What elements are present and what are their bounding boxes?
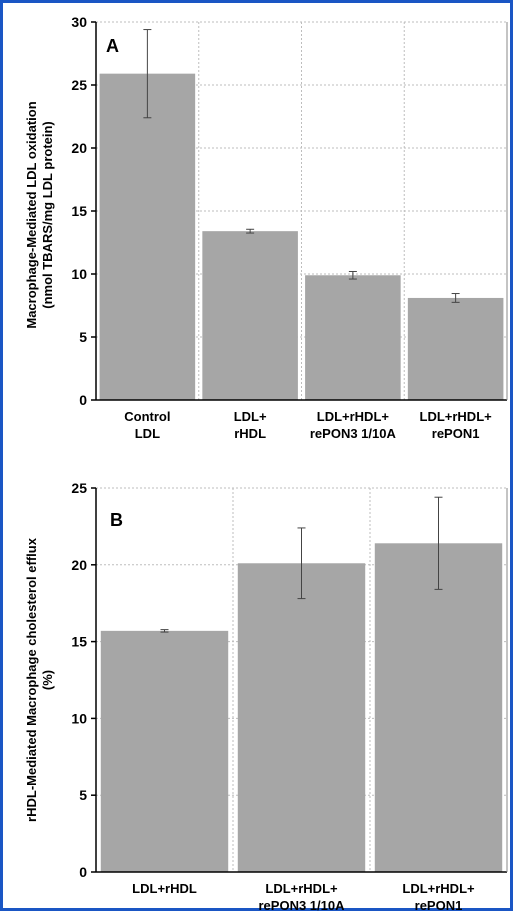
- bar: [99, 73, 196, 400]
- y-axis-label-line: (nmol TBARS/mg LDL protein): [40, 121, 55, 309]
- bar: [202, 231, 298, 400]
- bar: [374, 543, 503, 872]
- y-tick-label: 20: [71, 140, 87, 156]
- category-label: Control LDL: [124, 409, 170, 441]
- category-label-line: rePON1: [432, 426, 480, 441]
- chart-panel-b: LDL+rHDL LDL+rHDL+ rePON3 1/10A LDL+rHDL+ re…: [24, 480, 508, 911]
- y-tick-label: 25: [71, 480, 87, 496]
- bar: [237, 563, 366, 872]
- y-tick-label: 0: [79, 864, 87, 880]
- y-tick-label: 30: [71, 14, 87, 30]
- category-label-line: LDL+rHDL+: [402, 881, 475, 896]
- y-axis-label-line: Macrophage-Mediated LDL oxidation: [24, 101, 39, 328]
- panel-label: A: [106, 36, 119, 56]
- category-label: LDL+rHDL: [132, 881, 197, 896]
- y-tick-label: 15: [71, 203, 87, 219]
- y-tick-label: 0: [79, 392, 87, 408]
- y-tick-label: 20: [71, 557, 87, 573]
- y-axis-label-line: rHDL-Mediated Macrophage cholesterol eff…: [24, 537, 39, 822]
- category-label: LDL+rHDL+ rePON3 1/10A: [310, 409, 397, 441]
- bar: [305, 275, 401, 400]
- category-label-line: LDL+rHDL+: [317, 409, 390, 424]
- y-tick-label: 10: [71, 710, 87, 726]
- category-label-line: LDL+rHDL+: [420, 409, 493, 424]
- y-tick-label: 10: [71, 266, 87, 282]
- category-label: LDL+ rHDL: [234, 409, 267, 441]
- category-label: LDL+rHDL+ rePON1: [420, 409, 493, 441]
- category-label-line: LDL+rHDL+: [265, 881, 338, 896]
- category-label-line: LDL+rHDL: [132, 881, 197, 896]
- bar: [100, 630, 229, 872]
- y-tick-label: 15: [71, 634, 87, 650]
- bar: [407, 297, 504, 400]
- category-label-line: LDL+: [234, 409, 267, 424]
- category-label-line: Control: [124, 409, 170, 424]
- category-label-line: rePON1: [415, 898, 463, 911]
- y-tick-label: 25: [71, 77, 87, 93]
- category-label: LDL+rHDL+ rePON1: [402, 881, 475, 911]
- category-label-line: rePON3 1/10A: [310, 426, 397, 441]
- y-tick-label: 5: [79, 787, 87, 803]
- y-tick-label: 5: [79, 329, 87, 345]
- y-axis-label-line: (%): [40, 670, 55, 690]
- category-label: LDL+rHDL+ rePON3 1/10A: [259, 881, 346, 911]
- category-label-line: LDL: [135, 426, 160, 441]
- category-label-line: rHDL: [234, 426, 266, 441]
- category-label-line: rePON3 1/10A: [259, 898, 346, 911]
- panel-label: B: [110, 510, 123, 530]
